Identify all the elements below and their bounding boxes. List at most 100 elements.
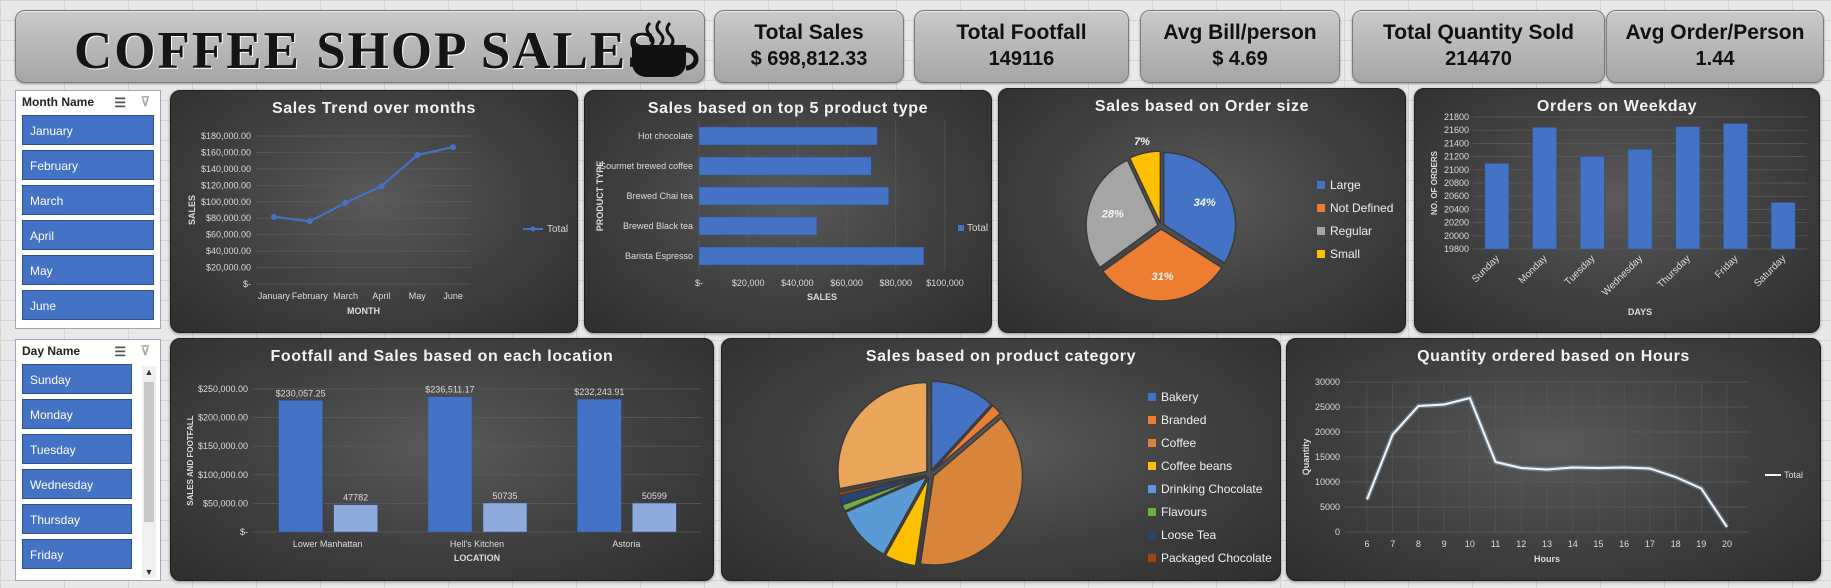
- legend-swatch: [1148, 554, 1156, 562]
- x-axis-label: SALES: [807, 292, 837, 302]
- pie-slice: [884, 477, 930, 567]
- slicer-item-january[interactable]: January: [22, 115, 154, 145]
- pie-slice: [1101, 228, 1223, 302]
- bar: [698, 186, 889, 206]
- slicer-item-june[interactable]: June: [22, 290, 154, 320]
- weekday-orders-panel: Orders on Weekday 19800 20000 20200 20400 20…: [1414, 88, 1820, 333]
- y-axis-label: SALES AND FOOTFALL: [186, 415, 195, 505]
- data-point: [414, 152, 421, 159]
- x-tick-label: 7: [1390, 539, 1395, 549]
- kpi-value: $ 4.69: [1212, 48, 1268, 70]
- legend-label: Bakery: [1161, 390, 1198, 404]
- data-label: 50735: [492, 491, 517, 501]
- data-point: [342, 199, 349, 206]
- y-tick-label: 21400: [1444, 138, 1469, 148]
- y-tick-label: 20800: [1444, 178, 1469, 188]
- y-tick-label: 20400: [1444, 204, 1469, 214]
- y-tick-label: 0: [1335, 527, 1340, 537]
- month-slicer: Month Name ☰ ⊽ January February March Ap…: [15, 90, 161, 329]
- bar: [482, 502, 528, 533]
- hours-quantity-chart: 0 5000 10000 15000 20000 25000 30000 6 7 8 9 10 11 12…: [1301, 377, 1803, 564]
- bar: [632, 502, 677, 533]
- y-tick-label: $40,000.00: [206, 246, 251, 256]
- kpi-value: 149116: [988, 48, 1055, 70]
- clear-filter-icon[interactable]: ⊽: [140, 343, 150, 358]
- x-tick-label: Sunday: [1470, 253, 1502, 285]
- data-point: [450, 144, 457, 151]
- x-tick-label: Saturday: [1752, 253, 1788, 289]
- data-point: [270, 213, 277, 220]
- kpi-avg-bill: Avg Bill/person $ 4.69: [1140, 10, 1340, 83]
- x-tick-label: 8: [1416, 539, 1421, 549]
- legend-label: Total: [1784, 470, 1803, 480]
- x-tick-label: Wednesday: [1600, 253, 1645, 298]
- multi-select-icon[interactable]: ☰: [114, 344, 126, 359]
- clear-filter-icon[interactable]: ⊽: [140, 94, 150, 109]
- x-tick-label: January: [258, 291, 291, 301]
- x-axis-label: Hours: [1534, 554, 1560, 564]
- legend-swatch: [1148, 439, 1156, 447]
- kpi-label: Avg Bill/person: [1163, 21, 1317, 44]
- data-label: $236,511.17: [425, 385, 474, 395]
- x-tick-label: 15: [1593, 539, 1603, 549]
- scroll-down-icon[interactable]: ▼: [144, 567, 154, 577]
- y-tick-label: 5000: [1320, 502, 1340, 512]
- y-tick-label: $120,000.00: [201, 180, 251, 190]
- y-tick-label: $100,000.00: [198, 470, 248, 480]
- legend-swatch: [1148, 416, 1156, 424]
- slicer-item-monday[interactable]: Monday: [22, 399, 132, 429]
- x-tick-label: $80,000: [880, 278, 913, 288]
- y-axis-label: SALES: [187, 195, 197, 225]
- pie-slice: [837, 381, 928, 490]
- x-tick-label: $100,000: [926, 278, 964, 288]
- slicer-item-may[interactable]: May: [22, 255, 154, 285]
- x-tick-label: April: [372, 291, 390, 301]
- x-tick-label: 10: [1465, 539, 1475, 549]
- slicer-title: Day Name: [22, 344, 81, 358]
- sales-trend-chart: $- $20,000.00 $40,000.00 $60,000.00 $80,000.…: [187, 131, 568, 316]
- kpi-total-sales: Total Sales $ 698,812.33: [714, 10, 904, 83]
- bar: [698, 216, 818, 236]
- kpi-label: Total Footfall: [956, 21, 1087, 44]
- legend-label: Branded: [1161, 413, 1206, 427]
- multi-select-icon[interactable]: ☰: [114, 95, 126, 110]
- data-label: 34%: [1194, 197, 1216, 209]
- bar: [577, 398, 622, 533]
- data-label: $232,243.91: [574, 387, 624, 397]
- pie-slice: [932, 404, 1002, 472]
- legend-swatch: [1317, 181, 1325, 189]
- kpi-value: 1.44: [1695, 48, 1735, 70]
- chart-title: Footfall and Sales based on each locatio…: [270, 348, 614, 365]
- y-tick-label: 19800: [1444, 244, 1469, 254]
- legend-swatch: [1148, 393, 1156, 401]
- bar: [1627, 149, 1653, 250]
- slicer-item-sunday[interactable]: Sunday: [22, 364, 132, 394]
- slicer-item-tuesday[interactable]: Tuesday: [22, 434, 132, 464]
- y-tick-label: $50,000.00: [203, 498, 248, 508]
- pie-slice: [837, 474, 927, 497]
- x-tick-label: May: [409, 291, 427, 301]
- slicer-item-friday[interactable]: Friday: [22, 539, 132, 569]
- bar: [1484, 163, 1510, 250]
- data-label: 47782: [343, 493, 368, 503]
- slicer-scrollbar[interactable]: ▲ ▼: [142, 366, 156, 578]
- y-tick-label: 21600: [1444, 125, 1469, 135]
- x-tick-label: $60,000: [830, 278, 863, 288]
- slicer-item-thursday[interactable]: Thursday: [22, 504, 132, 534]
- legend-label: Coffee beans: [1161, 459, 1232, 473]
- scroll-thumb[interactable]: [144, 382, 154, 522]
- scroll-up-icon[interactable]: ▲: [144, 367, 154, 377]
- slicer-item-march[interactable]: March: [22, 185, 154, 215]
- y-tick-label: 20000: [1315, 427, 1340, 437]
- data-label: 50599: [642, 491, 667, 501]
- series-line: [1366, 396, 1728, 528]
- y-tick-label: 30000: [1315, 377, 1340, 387]
- legend-label: Drinking Chocolate: [1161, 482, 1263, 496]
- slicer-item-february[interactable]: February: [22, 150, 154, 180]
- product-category-chart: Bakery Branded Coffee Coffee beans Drinking …: [837, 380, 1272, 567]
- slicer-item-april[interactable]: April: [22, 220, 154, 250]
- y-tick-label: $250,000.00: [198, 384, 248, 394]
- kpi-value: 214470: [1445, 48, 1512, 70]
- y-tick-label: Barista Espresso: [625, 251, 693, 261]
- slicer-item-wednesday[interactable]: Wednesday: [22, 469, 132, 499]
